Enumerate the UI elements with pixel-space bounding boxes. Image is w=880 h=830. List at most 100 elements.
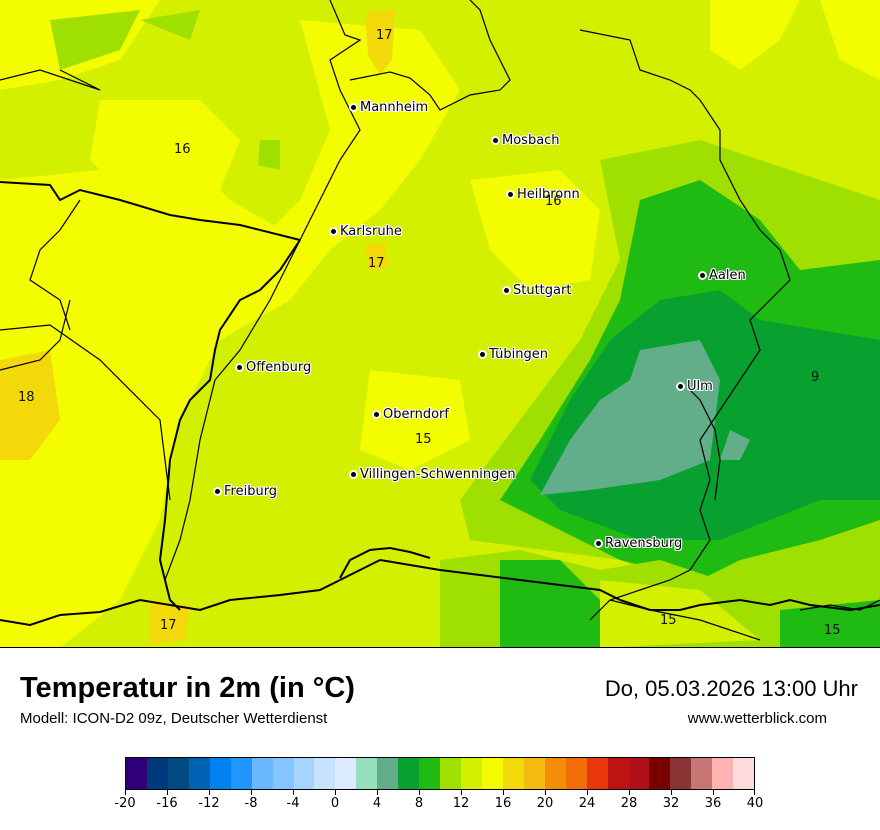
- city-marker: Aalen: [700, 268, 746, 283]
- city-label: Heilbronn: [517, 187, 580, 202]
- city-marker: Heilbronn: [508, 187, 580, 202]
- temperature-label: 15: [824, 623, 841, 638]
- colorbar-segment: [335, 758, 357, 789]
- colorbar-tick: [545, 790, 546, 795]
- colorbar-segment: [461, 758, 482, 789]
- colorbar-tick: [293, 790, 294, 795]
- city-label: Ravensburg: [605, 536, 683, 551]
- colorbar-tick-label: 16: [494, 796, 512, 811]
- model-subtitle: Modell: ICON-D2 09z, Deutscher Wetterdie…: [20, 710, 328, 727]
- colorbar-segment: [419, 758, 441, 789]
- temperature-field: [0, 0, 880, 647]
- city-label: Freiburg: [224, 484, 278, 499]
- colorbar-tick-label: -4: [286, 796, 300, 811]
- colorbar-ticks: -20 -16 -12 -8 -4 0 4 8 12 16 20 24 28 32 36 40: [114, 790, 763, 820]
- colorbar-tick: [125, 790, 126, 795]
- city-marker: Oberndorf: [374, 407, 449, 422]
- city-marker: Villingen-Schwenningen: [351, 467, 516, 482]
- colorbar-segment: [272, 758, 294, 789]
- colorbar: [125, 757, 755, 790]
- city-label: Villingen-Schwenningen: [360, 467, 516, 482]
- city-dot-icon: [508, 192, 513, 197]
- colorbar-segment: [209, 758, 231, 789]
- temperature-label: 18: [18, 390, 35, 405]
- temperature-label: 9: [811, 370, 820, 385]
- colorbar-segment: [649, 758, 671, 789]
- chart-title: Temperatur in 2m (in °C): [20, 672, 355, 704]
- city-dot-icon: [504, 288, 509, 293]
- city-dot-icon: [331, 229, 336, 234]
- colorbar-tick: [671, 790, 672, 795]
- colorbar-tick: [251, 790, 252, 795]
- colorbar-segment: [126, 758, 147, 789]
- city-label: Offenburg: [246, 360, 312, 375]
- city-marker: Mannheim: [351, 100, 428, 115]
- city-marker: Karlsruhe: [331, 224, 402, 239]
- city-dot-icon: [215, 489, 220, 494]
- colorbar-tick: [209, 790, 210, 795]
- forecast-datetime: Do, 05.03.2026 13:00 Uhr: [604, 676, 858, 701]
- colorbar-tick-label: 40: [746, 796, 764, 811]
- temperature-label: 17: [376, 28, 393, 43]
- colorbar-tick: [713, 790, 714, 795]
- city-marker: Offenburg: [237, 360, 311, 375]
- colorbar-segment: [314, 758, 336, 789]
- city-marker: Ulm: [678, 379, 713, 394]
- colorbar-tick: [754, 790, 755, 795]
- city-label: Tübingen: [489, 347, 548, 362]
- colorbar-segment: [188, 758, 210, 789]
- colorbar-segment: [481, 758, 503, 789]
- city-dot-icon: [596, 541, 601, 546]
- temperature-label: 15: [415, 432, 432, 447]
- city-marker: Tübingen: [480, 347, 548, 362]
- colorbar-segment: [733, 758, 755, 789]
- colorbar-segment: [670, 758, 692, 789]
- colorbar-tick: [503, 790, 504, 795]
- colorbar-tick-label: 8: [414, 796, 424, 811]
- colorbar-segment: [398, 758, 420, 789]
- colorbar-tick-label: 4: [372, 796, 382, 811]
- colorbar-segment: [293, 758, 315, 789]
- colorbar-segment: [377, 758, 399, 789]
- city-dot-icon: [374, 412, 379, 417]
- colorbar-tick-label: -12: [198, 796, 220, 811]
- colorbar-segment: [251, 758, 273, 789]
- city-label: Stuttgart: [513, 283, 572, 298]
- colorbar-tick-label: 24: [578, 796, 596, 811]
- colorbar-segment: [544, 758, 566, 789]
- temperature-label: 17: [160, 618, 177, 633]
- colorbar-segment: [356, 758, 378, 789]
- city-dot-icon: [351, 105, 356, 110]
- colorbar-tick-label: 12: [452, 796, 470, 811]
- website-link[interactable]: www.wetterblick.com: [687, 710, 827, 727]
- colorbar-segment: [230, 758, 252, 789]
- temperature-label: 15: [660, 613, 677, 628]
- city-dot-icon: [351, 472, 356, 477]
- colorbar-segment: [146, 758, 168, 789]
- colorbar-tick-label: 36: [704, 796, 722, 811]
- colorbar-segment: [167, 758, 189, 789]
- colorbar-tick-label: 32: [662, 796, 680, 811]
- city-label: Mannheim: [360, 100, 429, 115]
- colorbar-tick-label: -8: [244, 796, 258, 811]
- colorbar-tick-label: 20: [536, 796, 554, 811]
- colorbar-tick: [461, 790, 462, 795]
- colorbar-segment: [440, 758, 461, 789]
- city-dot-icon: [480, 352, 485, 357]
- colorbar-segment: [691, 758, 713, 789]
- colorbar-tick: [377, 790, 378, 795]
- colorbar-segment: [523, 758, 545, 789]
- city-dot-icon: [700, 273, 705, 278]
- city-label: Oberndorf: [383, 407, 449, 422]
- colorbar-tick-label: 0: [330, 796, 340, 811]
- colorbar-tick: [629, 790, 630, 795]
- city-marker: Mosbach: [493, 133, 560, 148]
- city-label: Ulm: [687, 379, 713, 394]
- colorbar-tick: [419, 790, 420, 795]
- colorbar-tick: [167, 790, 168, 795]
- temperature-label: 16: [174, 142, 191, 157]
- temperature-label: 16: [545, 194, 562, 209]
- city-marker: Freiburg: [215, 484, 277, 499]
- temperature-map: Mannheim Mosbach Heilbronn Karlsruhe Aalen St…: [0, 0, 880, 648]
- city-marker: Ravensburg: [596, 536, 682, 551]
